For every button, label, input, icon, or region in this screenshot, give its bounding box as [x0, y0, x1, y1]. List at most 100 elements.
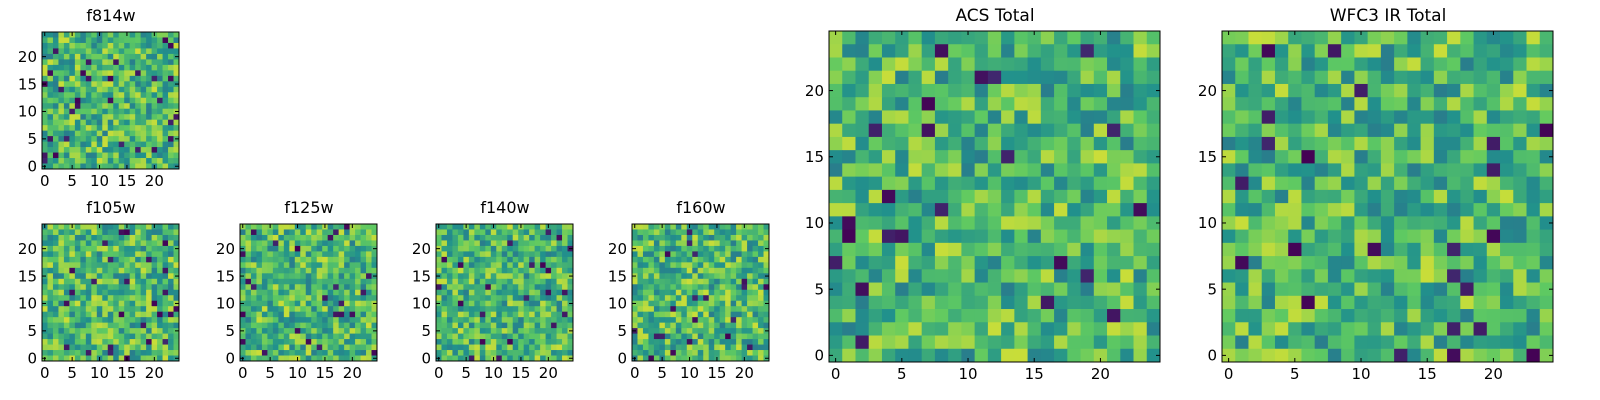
heatmap-cell	[648, 256, 655, 263]
heatmap-cell	[441, 278, 448, 285]
heatmap-cell	[545, 284, 552, 291]
heatmap-cell	[1314, 163, 1329, 178]
heatmap-cell	[1133, 203, 1148, 217]
heatmap-cell	[140, 92, 147, 99]
heatmap-cell	[681, 300, 688, 307]
x-tick-label: 20	[1091, 365, 1110, 383]
heatmap-cell	[842, 123, 856, 138]
heatmap-cell	[974, 256, 989, 270]
heatmap-cell	[129, 125, 136, 132]
heatmap-cell	[129, 86, 136, 93]
heatmap-cell	[868, 189, 883, 204]
heatmap-cell	[1222, 203, 1236, 217]
heatmap-cell	[534, 322, 541, 329]
heatmap-cell	[1486, 163, 1501, 178]
heatmap-cell	[129, 108, 136, 115]
heatmap-cell	[1433, 70, 1448, 85]
heatmap-cell	[446, 317, 453, 324]
y-tick-label: 10	[412, 295, 431, 313]
heatmap-cell	[736, 300, 742, 307]
heatmap-cell	[567, 306, 574, 313]
heatmap-cell	[85, 295, 92, 302]
heatmap-cell	[829, 150, 843, 164]
heatmap-cell	[135, 114, 142, 121]
heatmap-cell	[1539, 269, 1554, 283]
heatmap-cell	[1327, 282, 1342, 297]
heatmap-cell	[675, 240, 682, 247]
heatmap-cell	[344, 262, 350, 269]
heatmap-cell	[1526, 203, 1541, 217]
heatmap-cell	[107, 295, 114, 302]
heatmap-cell	[1288, 57, 1302, 72]
heatmap-cell	[868, 176, 883, 191]
heatmap-cell	[637, 289, 644, 296]
heatmap-cell	[1539, 256, 1554, 270]
heatmap-cell	[1080, 189, 1095, 204]
heatmap-cell	[1027, 295, 1042, 310]
heatmap-cell	[562, 328, 568, 334]
heatmap-cell	[567, 262, 574, 269]
heatmap-cell	[1248, 322, 1263, 336]
heatmap-cell	[52, 339, 59, 345]
heatmap-cell	[908, 70, 923, 85]
heatmap-cell	[168, 311, 174, 318]
heatmap-cell	[501, 278, 508, 285]
heatmap-cell	[272, 328, 279, 334]
heatmap-cell	[1001, 242, 1015, 257]
heatmap-cell	[1327, 150, 1342, 164]
heatmap-cell	[1327, 123, 1342, 138]
heatmap-cell	[562, 300, 568, 307]
heatmap-cell	[921, 348, 936, 363]
heatmap-cell	[703, 311, 710, 318]
heatmap-cell	[545, 251, 552, 258]
heatmap-cell	[452, 289, 459, 296]
heatmap-cell	[1261, 269, 1276, 283]
y-tick-label: 15	[1198, 148, 1217, 166]
heatmap-cell	[436, 317, 442, 324]
x-tick-label: 15	[315, 364, 334, 382]
heatmap-cell	[124, 136, 131, 142]
heatmap-cell	[256, 355, 263, 362]
heatmap-cell	[747, 333, 753, 340]
y-tick-label: 5	[27, 130, 37, 148]
heatmap-cell	[974, 136, 989, 151]
heatmap-cell	[670, 273, 677, 280]
heatmap-cell	[261, 251, 268, 258]
heatmap-cell	[294, 267, 301, 274]
heatmap-cell	[556, 311, 563, 318]
heatmap-cell	[961, 335, 976, 350]
heatmap-cell	[1107, 295, 1121, 310]
heatmap-cell	[52, 333, 59, 340]
heatmap-cell	[63, 86, 70, 93]
heatmap-cell	[80, 158, 87, 164]
heatmap-cell	[842, 295, 856, 310]
heatmap-cell	[1001, 309, 1015, 323]
heatmap-cell	[1274, 163, 1289, 178]
heatmap-cell	[562, 355, 568, 362]
heatmap-cell	[58, 136, 65, 142]
heatmap-cell	[512, 234, 519, 241]
heatmap-cell	[653, 311, 660, 318]
heatmap-cell	[758, 317, 764, 324]
heatmap-cell	[42, 267, 48, 274]
heatmap-cell	[545, 234, 552, 241]
heatmap-cell	[80, 311, 87, 318]
heatmap-cell	[168, 284, 174, 291]
heatmap-cell	[490, 240, 497, 247]
heatmap-cell	[135, 158, 142, 164]
heatmap-cell	[479, 328, 486, 334]
heatmap-cell	[283, 240, 290, 247]
heatmap-cell	[102, 224, 109, 230]
heatmap-cell	[1133, 282, 1148, 297]
heatmap-cell	[1146, 309, 1161, 323]
heatmap-cell	[1486, 136, 1501, 151]
heatmap-cell	[74, 262, 81, 269]
heatmap-cell	[741, 234, 748, 241]
heatmap-cell	[523, 322, 530, 329]
heatmap-cell	[102, 32, 109, 38]
heatmap-cell	[1093, 229, 1108, 244]
heatmap-cell	[113, 224, 120, 230]
heatmap-cell	[642, 300, 649, 307]
heatmap-cell	[1248, 295, 1263, 310]
heatmap-cell	[283, 224, 290, 230]
